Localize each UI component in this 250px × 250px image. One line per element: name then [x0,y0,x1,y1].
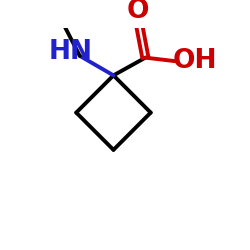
Text: O: O [127,0,150,24]
Text: OH: OH [173,48,217,74]
Text: HN: HN [49,39,93,65]
